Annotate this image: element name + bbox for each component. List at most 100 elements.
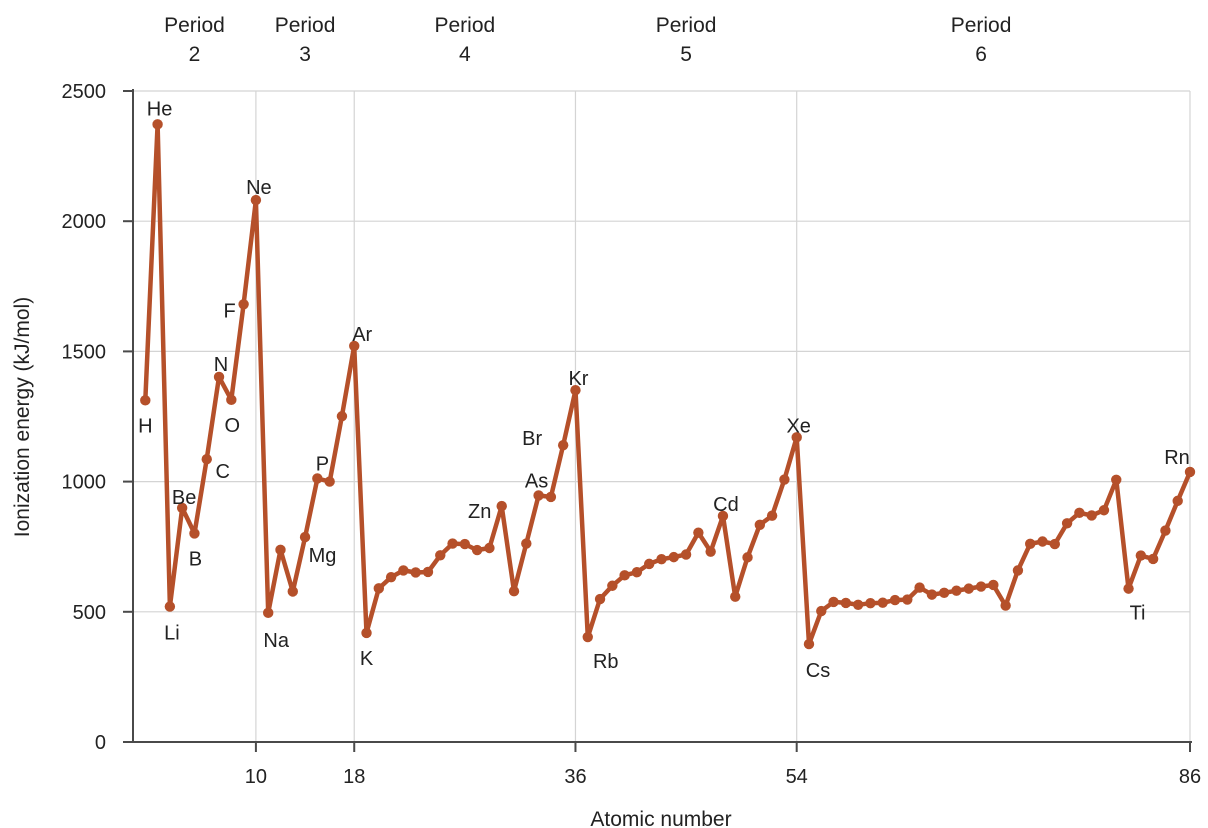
data-point: [840, 597, 852, 609]
data-point: [570, 384, 581, 396]
data-point: [226, 394, 237, 406]
data-point: [312, 473, 323, 484]
data-point: [766, 510, 778, 521]
element-label: Xe: [786, 415, 810, 437]
period-label-line2: 2: [189, 43, 201, 66]
element-label: Li: [164, 623, 180, 645]
data-point: [287, 586, 298, 597]
data-point: [1184, 466, 1196, 478]
data-point: [594, 593, 606, 605]
y-tick-labels: 0 500 1000 1500 2000 2500: [62, 81, 107, 754]
data-point: [582, 631, 593, 643]
element-label: Ar: [352, 324, 372, 346]
data-point: [828, 596, 839, 608]
element-labels: H He Li Be B C N O F Ne Na Mg P Ar K Zn As Br Kr Rb Cd Xe Cs Ti…: [138, 98, 1190, 682]
data-point: [988, 579, 999, 591]
data-point: [877, 597, 888, 608]
data-point: [140, 395, 151, 406]
period-label-line2: 4: [459, 43, 471, 66]
data-point: [176, 502, 188, 514]
data-point: [693, 527, 704, 538]
element-label: F: [224, 300, 236, 322]
data-point: [951, 585, 962, 596]
data-point: [963, 583, 974, 594]
x-tick-labels: 10 18 36 54 86: [245, 766, 1201, 788]
data-point: [779, 474, 790, 485]
data-point: [1147, 553, 1159, 565]
x-tick-label: 36: [564, 766, 586, 788]
data-point: [865, 598, 876, 609]
element-label: Ti: [1130, 603, 1146, 625]
element-label: Mg: [309, 545, 337, 567]
data-point: [816, 605, 827, 617]
data-point: [262, 607, 274, 619]
data-point: [164, 601, 176, 612]
period-label-line1: Period: [951, 14, 1012, 37]
data-point: [975, 581, 987, 592]
data-point: [299, 531, 311, 543]
x-tick-label: 18: [343, 766, 365, 788]
data-point: [349, 340, 360, 352]
data-point: [656, 553, 667, 565]
data-point: [730, 591, 741, 602]
y-tick-label: 1500: [62, 341, 107, 363]
data-point: [1160, 525, 1171, 536]
period-label-line2: 5: [680, 43, 692, 66]
gridlines: [133, 90, 1191, 742]
element-label: Ne: [246, 177, 272, 199]
period-label-line1: Period: [275, 14, 336, 37]
data-point: [1012, 565, 1024, 576]
element-label: C: [216, 461, 230, 483]
period-label-line2: 6: [975, 43, 987, 66]
element-label: N: [214, 354, 228, 376]
element-label: B: [189, 548, 202, 570]
x-tick-label: 54: [786, 766, 808, 788]
y-tick-label: 500: [73, 602, 106, 624]
data-point: [545, 491, 557, 503]
period-label-line1: Period: [164, 14, 225, 37]
data-point: [275, 544, 286, 556]
ionization-energy-series: [140, 119, 1196, 650]
y-tick-label: 2000: [62, 211, 107, 233]
data-point: [803, 638, 815, 650]
data-point: [1049, 538, 1061, 550]
data-point: [631, 567, 643, 578]
element-label: P: [316, 453, 329, 475]
data-point: [201, 454, 212, 465]
data-point: [336, 411, 348, 422]
element-label: Na: [263, 630, 289, 652]
element-label: H: [138, 415, 152, 437]
data-point: [557, 439, 569, 451]
data-point: [152, 119, 163, 130]
data-point: [213, 371, 225, 383]
data-point: [1000, 600, 1011, 611]
data-point: [668, 551, 679, 563]
y-tick-label: 1000: [62, 472, 107, 494]
element-label: Cd: [713, 494, 739, 516]
period-labels: Period 2 Period 3 Period 4 Period 5 Period 6: [164, 14, 1011, 66]
data-point: [1086, 510, 1097, 521]
data-point: [680, 549, 692, 560]
data-point: [619, 570, 630, 581]
x-tick-label: 86: [1179, 766, 1201, 788]
data-point: [1135, 550, 1147, 561]
data-point: [914, 582, 925, 593]
element-label: Zn: [468, 501, 491, 523]
data-point: [250, 194, 262, 206]
data-point: [410, 567, 421, 578]
data-point: [533, 490, 544, 501]
data-point: [705, 546, 716, 557]
data-point: [644, 558, 655, 570]
data-point: [361, 627, 372, 639]
series-line: [143, 122, 1193, 647]
data-point: [447, 538, 458, 549]
data-point: [1025, 538, 1036, 550]
data-point: [938, 587, 950, 598]
y-axis-label: Ionization energy (kJ/mol): [11, 297, 34, 537]
data-point: [902, 594, 913, 605]
element-label: O: [225, 415, 241, 437]
element-label: Br: [522, 428, 542, 450]
data-point: [754, 519, 766, 531]
y-tick-label: 2500: [62, 81, 107, 103]
